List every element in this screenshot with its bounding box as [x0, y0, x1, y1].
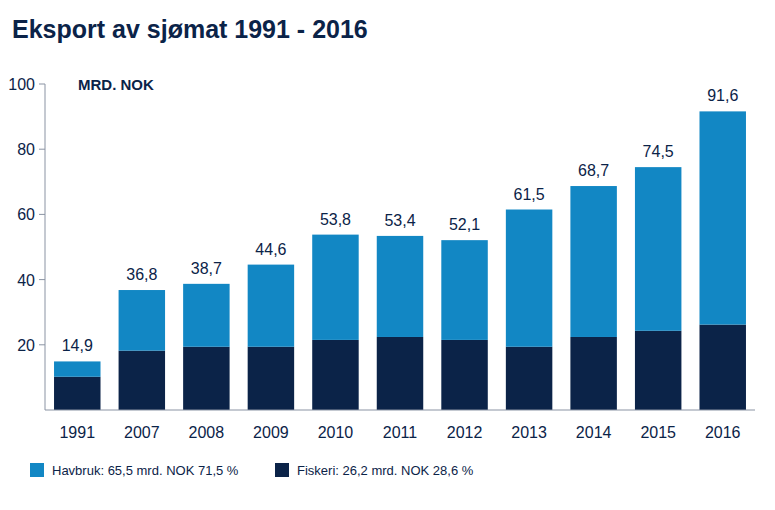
total-label: 53,4	[384, 212, 415, 229]
y-tick	[39, 214, 45, 215]
chart-root: Eksport av sjømat 1991 - 2016 MRD. NOK 20 4…	[0, 0, 775, 510]
x-tick-label: 2007	[124, 424, 160, 441]
bar-segment	[506, 347, 552, 410]
legend-swatch	[275, 463, 289, 477]
legend-label: Fiskeri: 26,2 mrd. NOK 28,6 %	[297, 463, 474, 478]
bar-segment	[248, 265, 294, 347]
bar-segment	[312, 340, 358, 410]
bar-segment	[248, 347, 294, 410]
bar-segment	[441, 240, 487, 340]
bar-segment	[699, 111, 745, 324]
legend-label: Havbruk: 65,5 mrd. NOK 71,5 %	[52, 463, 239, 478]
bar-segment	[570, 186, 616, 337]
y-tick	[39, 279, 45, 280]
bar-segment	[570, 337, 616, 410]
x-tick-label: 2014	[576, 424, 612, 441]
x-tick-label: 2011	[383, 424, 418, 441]
y-tick-label: 60	[17, 206, 35, 223]
bar-segment	[54, 377, 100, 410]
bar-segment	[377, 337, 423, 410]
bar-segment	[183, 284, 229, 347]
y-tick	[39, 84, 45, 85]
bar-segment	[183, 347, 229, 410]
total-label: 91,6	[707, 87, 738, 104]
total-label: 68,7	[578, 162, 609, 179]
bar-segment	[506, 210, 552, 347]
bars	[54, 111, 746, 410]
legend-swatch	[30, 463, 44, 477]
bar-segment	[54, 361, 100, 376]
total-label: 52,1	[449, 216, 480, 233]
y-tick-label: 40	[17, 272, 35, 289]
y-axis-line	[45, 84, 46, 410]
x-axis-line	[45, 410, 755, 411]
bar-segment	[635, 167, 681, 331]
total-label: 61,5	[514, 186, 545, 203]
x-tick-label: 1991	[59, 424, 95, 441]
x-tick-label: 2012	[447, 424, 483, 441]
bar-segment	[312, 235, 358, 340]
bar-segment	[119, 351, 165, 410]
x-tick-label: 2015	[640, 424, 676, 441]
bar-segment	[377, 236, 423, 337]
y-tick-label: 100	[8, 76, 35, 93]
total-label: 38,7	[191, 260, 222, 277]
chart-title: Eksport av sjømat 1991 - 2016	[12, 15, 368, 43]
x-tick-label: 2016	[705, 424, 741, 441]
y-tick-label: 20	[17, 337, 35, 354]
y-tick	[39, 344, 45, 345]
bar-segment	[441, 340, 487, 410]
bar-segment	[699, 325, 745, 410]
y-tick	[39, 149, 45, 150]
y-axis-label: MRD. NOK	[78, 76, 154, 93]
bar-segment	[119, 290, 165, 351]
total-label: 74,5	[643, 143, 674, 160]
x-tick-label: 2008	[189, 424, 225, 441]
chart-svg: Eksport av sjømat 1991 - 2016 MRD. NOK 20 4…	[0, 0, 775, 510]
bar-segment	[635, 331, 681, 410]
x-tick-label: 2009	[253, 424, 289, 441]
total-label: 14,9	[62, 337, 93, 354]
y-tick-label: 80	[17, 141, 35, 158]
total-label: 36,8	[126, 266, 157, 283]
total-label: 53,8	[320, 211, 351, 228]
total-label: 44,6	[255, 241, 286, 258]
x-tick-label: 2010	[318, 424, 354, 441]
x-tick-label: 2013	[511, 424, 547, 441]
